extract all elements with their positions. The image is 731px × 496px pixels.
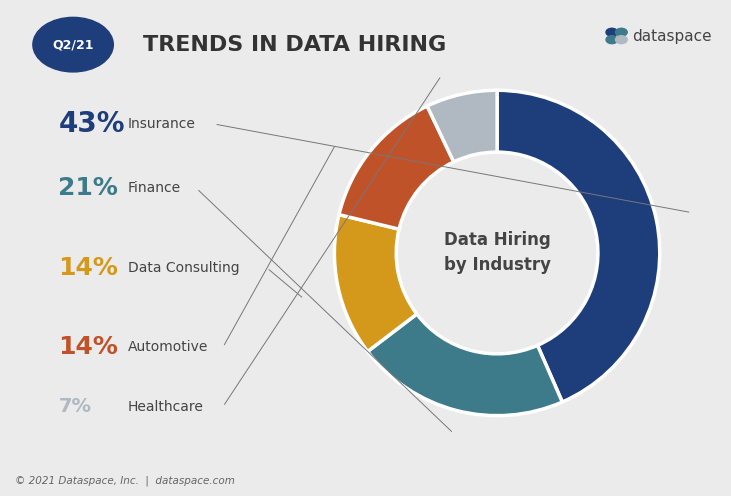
Text: 43%: 43% bbox=[58, 110, 125, 138]
Text: Q2/21: Q2/21 bbox=[53, 38, 94, 51]
Circle shape bbox=[616, 28, 627, 36]
Wedge shape bbox=[497, 90, 660, 402]
Circle shape bbox=[33, 17, 113, 72]
Text: Healthcare: Healthcare bbox=[128, 400, 204, 414]
Wedge shape bbox=[339, 106, 454, 229]
Text: Automotive: Automotive bbox=[128, 340, 208, 354]
Text: Insurance: Insurance bbox=[128, 117, 196, 131]
Wedge shape bbox=[334, 215, 417, 352]
Text: dataspace: dataspace bbox=[632, 29, 712, 44]
Text: © 2021 Dataspace, Inc.  |  dataspace.com: © 2021 Dataspace, Inc. | dataspace.com bbox=[15, 476, 235, 487]
Text: 14%: 14% bbox=[58, 335, 118, 359]
Text: TRENDS IN DATA HIRING: TRENDS IN DATA HIRING bbox=[143, 35, 446, 55]
Text: Finance: Finance bbox=[128, 182, 181, 195]
Circle shape bbox=[606, 36, 618, 44]
Text: 21%: 21% bbox=[58, 177, 118, 200]
Wedge shape bbox=[427, 90, 497, 162]
Circle shape bbox=[616, 36, 627, 44]
Wedge shape bbox=[368, 314, 562, 416]
Text: 14%: 14% bbox=[58, 256, 118, 280]
Circle shape bbox=[606, 28, 618, 36]
Text: Data Consulting: Data Consulting bbox=[128, 261, 240, 275]
Text: Data Hiring
by Industry: Data Hiring by Industry bbox=[444, 232, 550, 274]
Text: 7%: 7% bbox=[58, 397, 91, 416]
